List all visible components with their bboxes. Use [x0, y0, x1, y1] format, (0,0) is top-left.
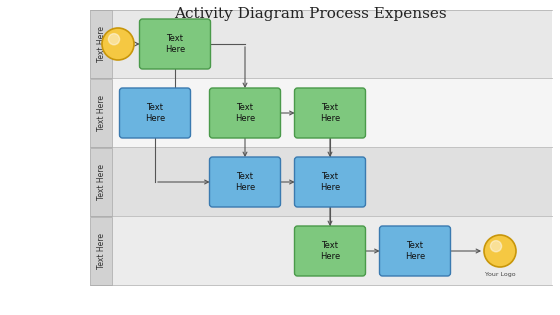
Text: Text
Here: Text Here: [320, 172, 340, 192]
FancyBboxPatch shape: [380, 226, 450, 276]
Text: Text
Here: Text Here: [145, 103, 165, 123]
FancyBboxPatch shape: [209, 88, 281, 138]
FancyBboxPatch shape: [295, 88, 366, 138]
Bar: [90, 10, 112, 78]
Circle shape: [102, 28, 134, 60]
Text: Text Here: Text Here: [96, 164, 105, 200]
Circle shape: [484, 235, 516, 267]
Circle shape: [109, 34, 120, 45]
FancyBboxPatch shape: [119, 88, 190, 138]
Text: Text
Here: Text Here: [235, 172, 255, 192]
Text: Text
Here: Text Here: [320, 241, 340, 261]
Text: Text
Here: Text Here: [235, 103, 255, 123]
FancyBboxPatch shape: [295, 226, 366, 276]
FancyBboxPatch shape: [209, 157, 281, 207]
FancyBboxPatch shape: [295, 157, 366, 207]
Bar: [90, 217, 112, 285]
Text: Text Here: Text Here: [96, 233, 105, 269]
Text: Activity Diagram Process Expenses: Activity Diagram Process Expenses: [174, 7, 446, 21]
Text: Text
Here: Text Here: [165, 34, 185, 54]
Text: Text
Here: Text Here: [405, 241, 425, 261]
Bar: [90, 148, 112, 216]
Bar: [90, 148, 552, 216]
FancyBboxPatch shape: [139, 19, 211, 69]
Text: Your Logo: Your Logo: [485, 272, 515, 277]
Bar: [90, 79, 552, 147]
Text: Text Here: Text Here: [96, 26, 105, 62]
Bar: [90, 217, 552, 285]
Text: Text
Here: Text Here: [320, 103, 340, 123]
Bar: [90, 10, 552, 78]
Circle shape: [491, 241, 502, 252]
Bar: [90, 79, 112, 147]
Text: Text Here: Text Here: [96, 95, 105, 131]
